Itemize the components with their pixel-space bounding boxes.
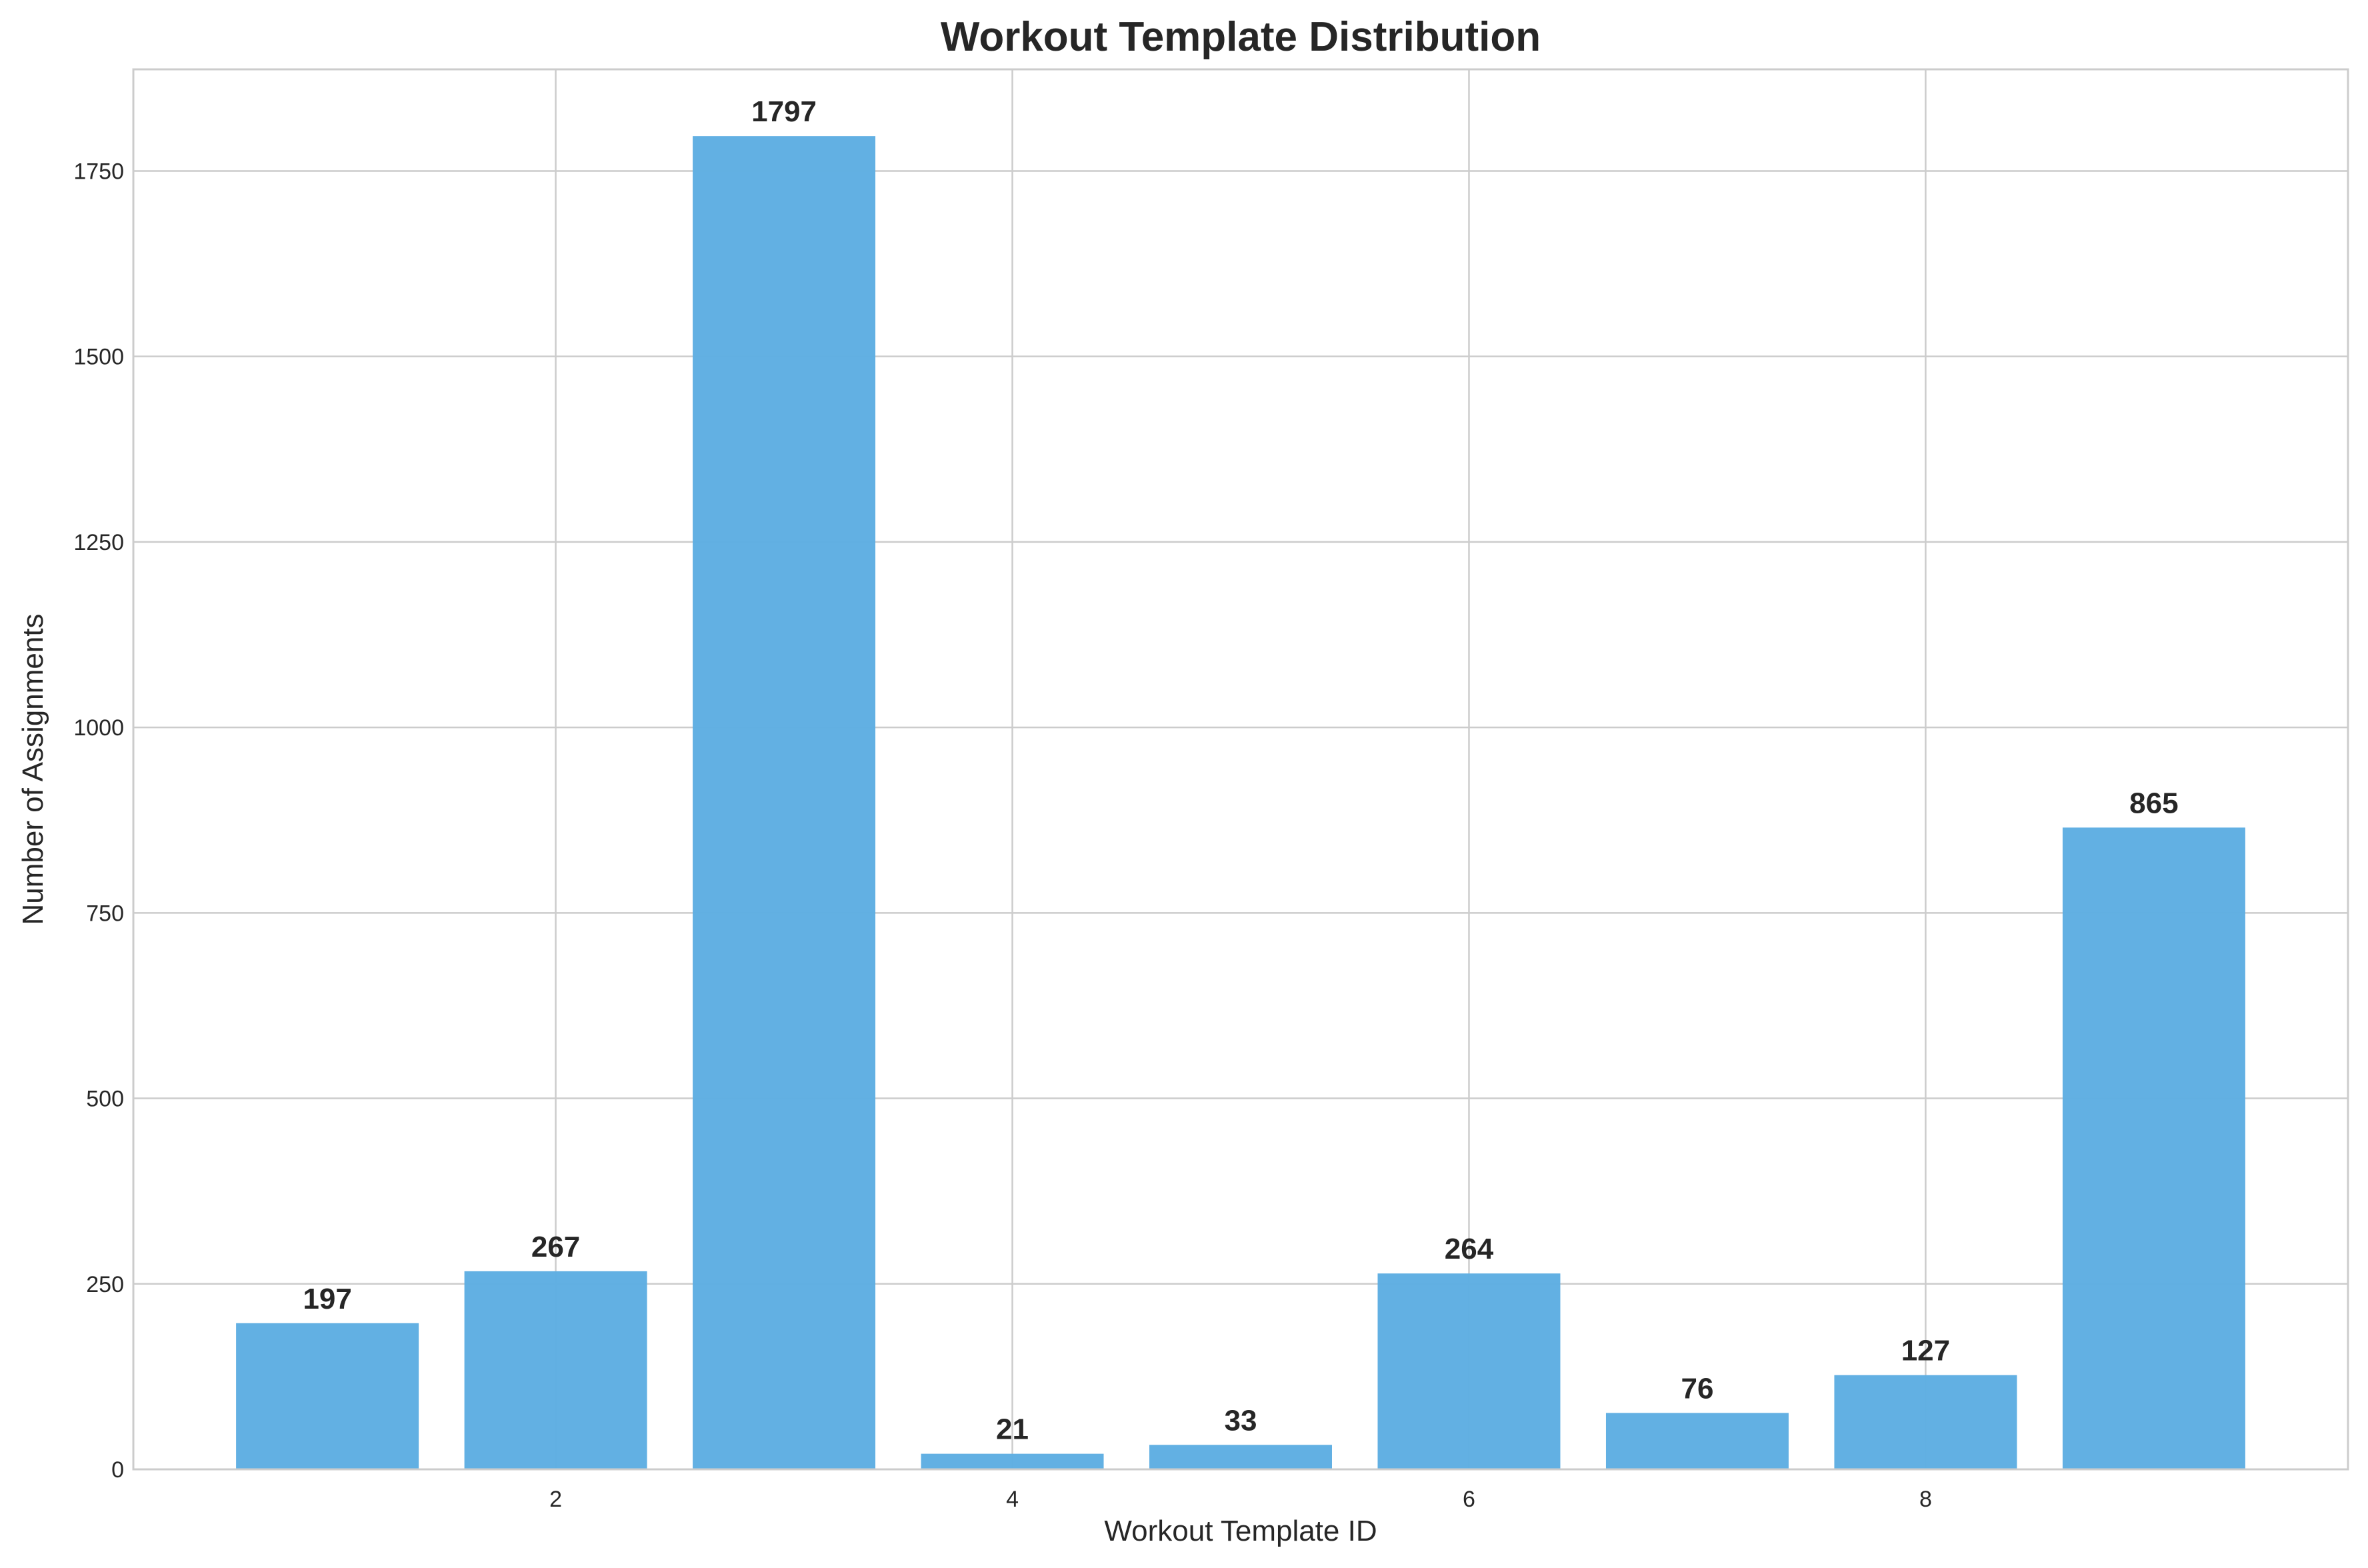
y-tick-label-1500: 1500 bbox=[73, 345, 124, 370]
x-tick-labels: 2 4 6 8 bbox=[549, 1487, 1932, 1512]
data-label-template-5: 33 bbox=[1225, 1404, 1257, 1437]
x-tick-label-2: 2 bbox=[549, 1487, 562, 1512]
y-tick-label-1000: 1000 bbox=[73, 715, 124, 741]
y-tick-label-250: 250 bbox=[86, 1272, 124, 1297]
data-label-template-8: 127 bbox=[1901, 1335, 1950, 1367]
y-tick-label-1750: 1750 bbox=[73, 159, 124, 184]
chart-title: Workout Template Distribution bbox=[941, 14, 1541, 60]
x-tick-label-8: 8 bbox=[1919, 1487, 1932, 1512]
bar-template-8 bbox=[1834, 1375, 2017, 1469]
data-label-template-9: 865 bbox=[2129, 787, 2178, 819]
bar-template-7 bbox=[1605, 1413, 1789, 1469]
y-tick-labels: 0 250 500 750 1000 1250 1500 1750 bbox=[73, 159, 124, 1483]
bar-template-9 bbox=[2062, 827, 2245, 1469]
y-tick-label-750: 750 bbox=[86, 901, 124, 926]
x-axis-label: Workout Template ID bbox=[1104, 1515, 1377, 1547]
bar-template-2 bbox=[464, 1271, 647, 1469]
bars bbox=[236, 136, 2245, 1470]
bar-template-4 bbox=[921, 1453, 1104, 1469]
data-label-template-2: 267 bbox=[531, 1231, 580, 1263]
data-label-template-3: 1797 bbox=[751, 95, 817, 128]
x-tick-label-6: 6 bbox=[1463, 1487, 1475, 1512]
data-label-template-4: 21 bbox=[996, 1413, 1029, 1446]
y-tick-label-500: 500 bbox=[86, 1087, 124, 1112]
y-tick-label-1250: 1250 bbox=[73, 530, 124, 555]
bar-template-1 bbox=[236, 1323, 419, 1469]
plot-frame bbox=[132, 68, 2349, 1471]
bar-template-5 bbox=[1149, 1445, 1332, 1469]
plot-area bbox=[133, 69, 2348, 1469]
data-label-template-7: 76 bbox=[1681, 1372, 1713, 1405]
grid-lines bbox=[133, 69, 2348, 1471]
bar-template-6 bbox=[1377, 1273, 1561, 1469]
data-labels: 197 267 1797 21 33 264 76 127 865 bbox=[303, 95, 2178, 1445]
data-label-template-1: 197 bbox=[303, 1283, 351, 1315]
x-tick-label-4: 4 bbox=[1006, 1487, 1019, 1512]
y-axis-label: Number of Assignments bbox=[17, 613, 49, 925]
bar-template-3 bbox=[693, 136, 876, 1470]
y-tick-label-0: 0 bbox=[111, 1457, 124, 1483]
data-label-template-6: 264 bbox=[1445, 1233, 1494, 1265]
